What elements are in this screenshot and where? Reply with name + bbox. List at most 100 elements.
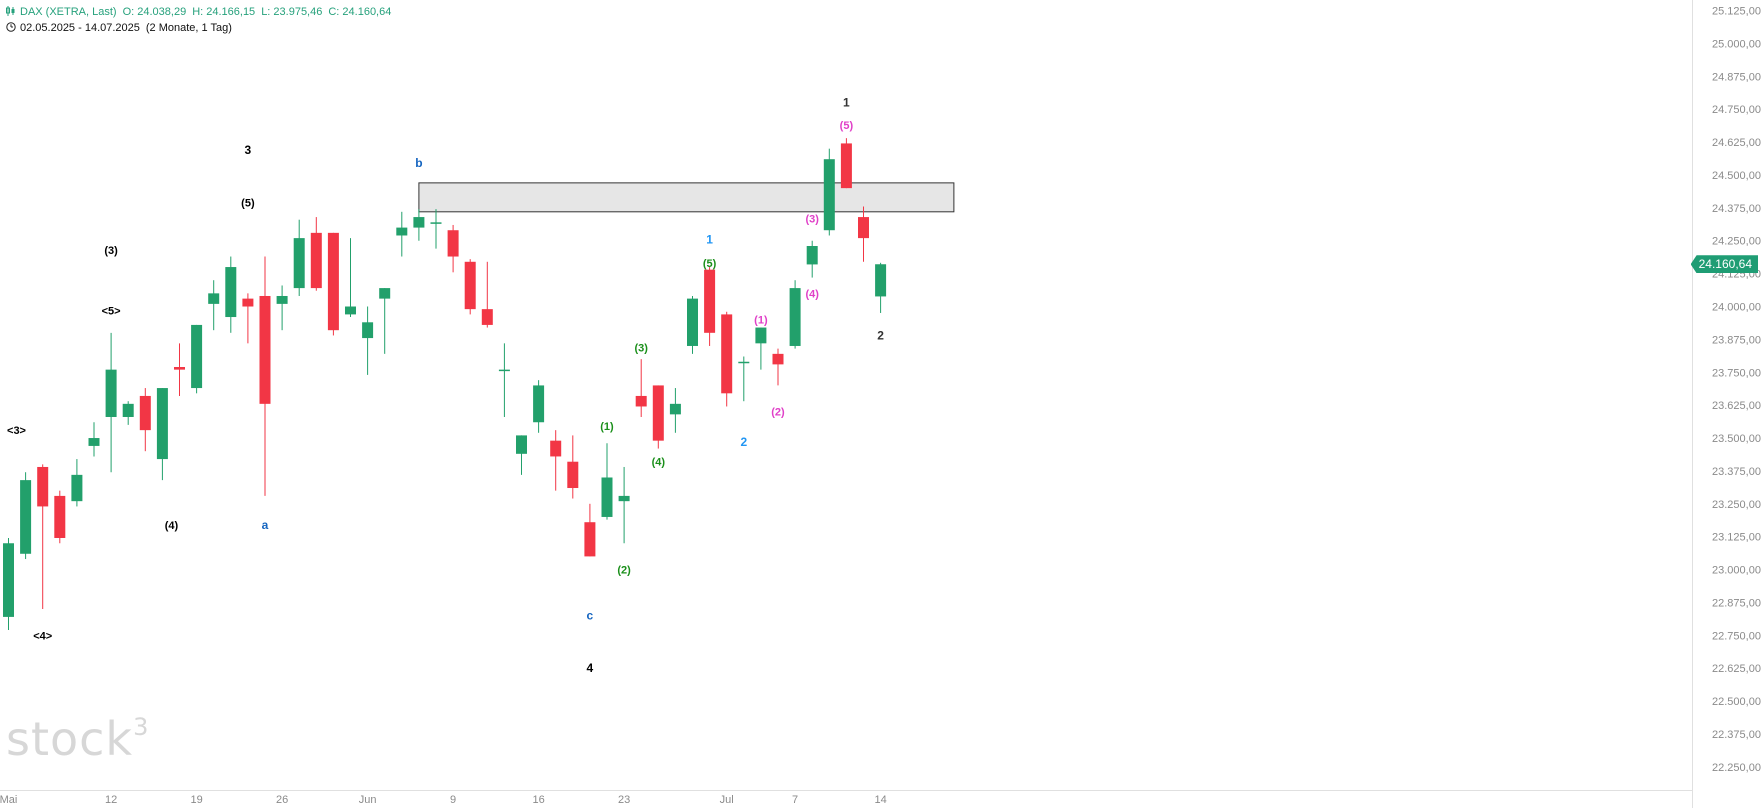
wave-label: (4): [805, 288, 819, 300]
candle: [430, 209, 442, 249]
candle-body: [533, 385, 545, 423]
candle-body: [310, 232, 322, 289]
candle-body: [379, 288, 391, 299]
candle-body: [875, 264, 887, 297]
price-tick-label: 22.625,00: [1712, 663, 1761, 675]
price-tick-label: 23.875,00: [1712, 334, 1761, 346]
time-tick-label: 26: [276, 794, 288, 806]
price-tick-label: 24.000,00: [1712, 302, 1761, 314]
wave-label: <4>: [33, 630, 52, 642]
price-tick-label: 22.375,00: [1712, 729, 1761, 741]
wave-label: 2: [877, 328, 884, 342]
wave-label: 3: [245, 143, 252, 157]
candle-body: [208, 293, 220, 304]
candle-body: [71, 474, 83, 502]
time-tick-label: 14: [874, 794, 886, 806]
candle: [875, 262, 887, 313]
time-tick-label: 16: [532, 794, 544, 806]
wave-label: (4): [652, 457, 666, 469]
price-tick-label: 25.000,00: [1712, 38, 1761, 50]
wave-label: (1): [600, 421, 614, 433]
candle-body: [191, 324, 203, 389]
candle: [362, 306, 374, 375]
clock-icon: [6, 22, 16, 32]
wave-label: 1: [843, 96, 850, 110]
candle: [721, 311, 733, 407]
price-tick-label: 24.250,00: [1712, 236, 1761, 248]
candle: [208, 280, 220, 331]
candles-layer: [3, 138, 887, 631]
wave-label: 1: [706, 232, 713, 246]
wave-label: (4): [165, 520, 179, 532]
candle: [618, 466, 630, 544]
candle: [174, 343, 185, 396]
candle: [105, 332, 117, 473]
candle: [755, 327, 767, 370]
candle-body: [498, 369, 510, 372]
candle: [327, 232, 339, 336]
candle: [533, 380, 545, 433]
candle-body: [293, 238, 305, 289]
candle: [156, 388, 168, 481]
period-header: 02.05.2025 - 14.07.2025 (2 Monate, 1 Tag): [6, 21, 238, 35]
candle: [858, 206, 869, 262]
price-tick-label: 23.375,00: [1712, 466, 1761, 478]
candle: [567, 435, 579, 499]
price-axis[interactable]: 22.250,00 22.375,00 22.500,00 22.625,00 22.7…: [1712, 6, 1761, 774]
candle-body: [139, 395, 151, 431]
candle-body: [345, 306, 356, 315]
candle-body: [516, 435, 527, 454]
wave-label: (5): [241, 198, 255, 210]
candle-body: [37, 466, 49, 507]
candle: [789, 280, 801, 349]
low-value: L: 23.975,46: [261, 6, 323, 18]
price-tick-label: 23.250,00: [1712, 499, 1761, 511]
candle-body: [618, 495, 630, 502]
candle: [447, 224, 459, 273]
price-tick-label: 22.875,00: [1712, 597, 1761, 609]
candle-body: [225, 267, 237, 318]
candle-body: [584, 522, 596, 557]
candle-body: [755, 327, 767, 344]
symbol-name: DAX (XETRA, Last): [20, 6, 117, 18]
candle: [122, 401, 134, 425]
resistance-zone-box[interactable]: [418, 182, 955, 213]
wave-label: c: [587, 609, 594, 623]
wave-label: 2: [740, 435, 747, 449]
candle-body: [704, 269, 716, 333]
last-price-tag: 24.160,64: [1690, 255, 1758, 274]
candle: [806, 240, 818, 278]
time-axis[interactable]: Mai 12 19 26 Jun 9 16 23 Jul 7 14: [0, 794, 887, 806]
candle-body: [858, 217, 869, 239]
candle-body: [88, 438, 100, 446]
date-range: 02.05.2025 - 14.07.2025: [20, 22, 140, 34]
candle: [345, 238, 356, 318]
price-tick-label: 22.750,00: [1712, 630, 1761, 642]
candle: [310, 217, 322, 291]
price-tick-label: 22.250,00: [1712, 762, 1761, 774]
candle-body: [481, 309, 493, 325]
period-label: (2 Monate, 1 Tag): [145, 22, 232, 34]
wave-label: <5>: [102, 305, 121, 317]
candle-body: [54, 495, 66, 538]
candle: [516, 435, 527, 475]
candle: [3, 537, 14, 631]
candle-body: [772, 353, 784, 365]
ohlc-header: DAX (XETRA, Last) O: 24.038,29 H: 24.166,1…: [6, 5, 397, 19]
candle: [823, 148, 835, 236]
wave-label: b: [415, 156, 422, 170]
candle: [276, 285, 288, 331]
candle: [601, 443, 613, 520]
time-tick-label: 12: [105, 794, 117, 806]
time-tick-label: 9: [450, 794, 456, 806]
candle-body: [635, 395, 647, 407]
candle-body: [174, 367, 185, 370]
candle: [139, 388, 151, 452]
candle-body: [362, 322, 374, 339]
candle: [464, 259, 476, 315]
wave-label: (3): [634, 342, 648, 354]
candle-body: [652, 385, 664, 441]
candle-body: [105, 369, 117, 417]
price-tick-label: 24.625,00: [1712, 137, 1761, 149]
